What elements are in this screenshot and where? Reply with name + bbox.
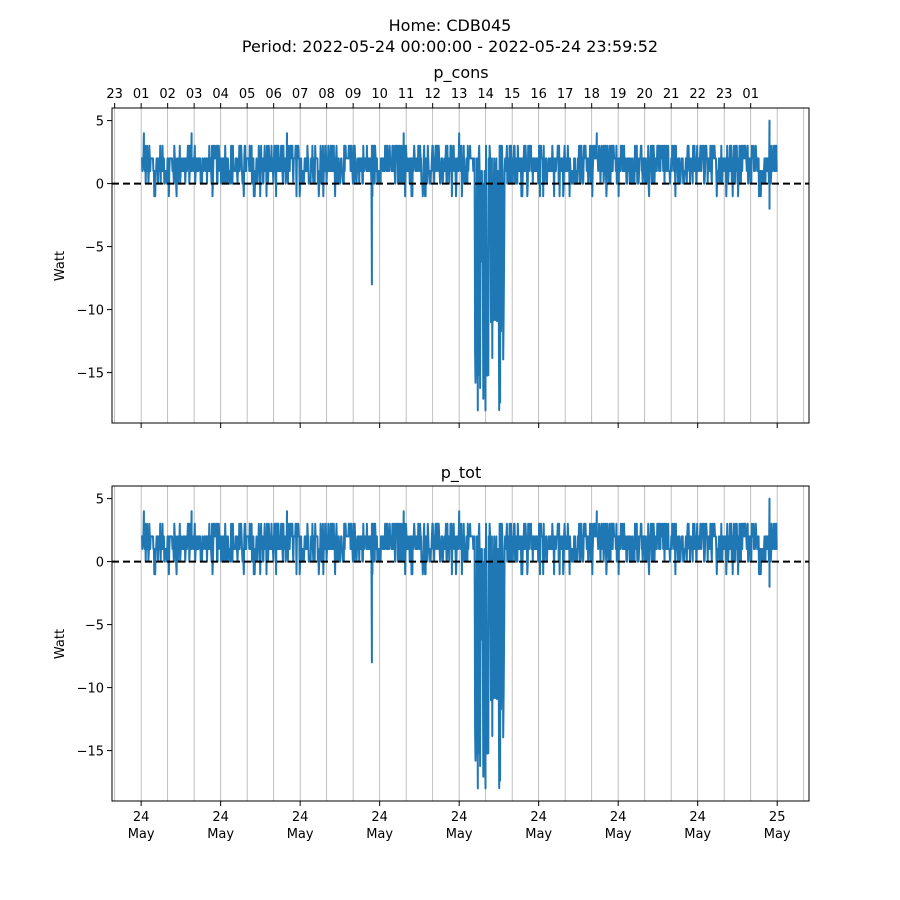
top-hour-tick-label: 01 <box>133 87 150 102</box>
xtick-month-label: May <box>605 827 632 842</box>
xtick-day-label: 24 <box>689 810 706 825</box>
ytick-label: −15 <box>77 367 104 382</box>
ytick-label: −5 <box>85 241 104 256</box>
xtick-day-label: 24 <box>292 810 309 825</box>
ytick-label: −10 <box>77 304 104 319</box>
top-hour-tick-label: 01 <box>742 87 759 102</box>
xtick-day-label: 24 <box>610 810 627 825</box>
top-hour-tick-label: 04 <box>212 87 229 102</box>
ytick-label: 5 <box>96 493 104 508</box>
xtick-day-label: 24 <box>530 810 547 825</box>
panel-title-p-tot: p_tot <box>441 463 482 483</box>
plot-frame <box>111 107 810 424</box>
xtick-month-label: May <box>764 827 791 842</box>
ylabel-p-cons: Watt <box>53 251 68 281</box>
top-hour-tick-label: 19 <box>610 87 627 102</box>
xtick-day-label: 24 <box>212 810 229 825</box>
xtick-month-label: May <box>128 827 155 842</box>
xtick-month-label: May <box>366 827 393 842</box>
top-hour-tick-label: 03 <box>186 87 203 102</box>
top-hour-tick-label: 14 <box>477 87 494 102</box>
xtick-day-label: 24 <box>451 810 468 825</box>
top-hour-tick-label: 05 <box>239 87 256 102</box>
plot-frame <box>111 485 810 802</box>
ytick-label: 0 <box>96 178 104 193</box>
top-hour-tick-label: 12 <box>424 87 441 102</box>
top-hour-tick-label: 23 <box>106 87 123 102</box>
top-hour-tick-label: 11 <box>398 87 415 102</box>
ytick-label: −5 <box>85 619 104 634</box>
ytick-label: 5 <box>96 115 104 130</box>
xtick-day-label: 24 <box>371 810 388 825</box>
top-hour-tick-label: 02 <box>159 87 176 102</box>
top-hour-tick-label: 08 <box>318 87 335 102</box>
series-line <box>140 497 778 790</box>
xtick-month-label: May <box>684 827 711 842</box>
top-hour-tick-label: 06 <box>265 87 282 102</box>
top-hour-tick-label: 18 <box>583 87 600 102</box>
top-hour-tick-label: 09 <box>345 87 362 102</box>
top-hour-tick-label: 10 <box>371 87 388 102</box>
top-hour-tick-label: 23 <box>716 87 733 102</box>
figure-title-line2: Period: 2022-05-24 00:00:00 - 2022-05-24… <box>242 37 658 56</box>
ylabel-p-tot: Watt <box>53 629 68 659</box>
top-hour-tick-label: 20 <box>636 87 653 102</box>
xtick-month-label: May <box>207 827 234 842</box>
ytick-label: −15 <box>77 745 104 760</box>
series-line <box>140 119 778 412</box>
panel-p-tot: −15 −10 −5 0 5 24 May 24 May 24 May 24 May 24 May 24 May… <box>77 485 810 842</box>
top-hour-tick-label: 21 <box>663 87 680 102</box>
xtick-month-label: May <box>525 827 552 842</box>
top-hour-tick-label: 22 <box>689 87 706 102</box>
panel-title-p-cons: p_cons <box>433 63 488 83</box>
top-hour-tick-label: 07 <box>292 87 309 102</box>
top-hour-tick-label: 13 <box>451 87 468 102</box>
top-hour-tick-label: 16 <box>530 87 547 102</box>
top-hour-tick-label: 17 <box>557 87 574 102</box>
xtick-month-label: May <box>287 827 314 842</box>
top-hour-tick-label: 15 <box>504 87 521 102</box>
ytick-label: 0 <box>96 556 104 571</box>
xtick-day-label: 25 <box>769 810 786 825</box>
xtick-day-label: 24 <box>133 810 150 825</box>
figure-title-line1: Home: CDB045 <box>389 16 512 35</box>
ytick-label: −10 <box>77 682 104 697</box>
xtick-month-label: May <box>446 827 473 842</box>
